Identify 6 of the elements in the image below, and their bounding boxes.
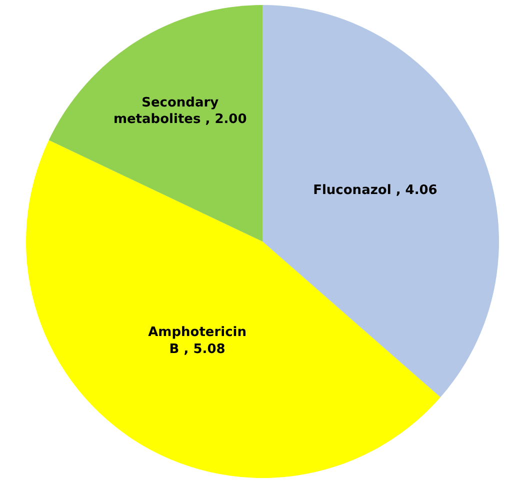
pie-slice bbox=[26, 140, 440, 478]
slice-label: Secondary metabolites , 2.00 bbox=[113, 95, 247, 128]
slice-label: Amphotericin B , 5.08 bbox=[148, 324, 247, 357]
pie-slice bbox=[48, 5, 262, 242]
pie-slice bbox=[262, 5, 499, 398]
slice-label: Fluconazol , 4.06 bbox=[313, 182, 438, 198]
